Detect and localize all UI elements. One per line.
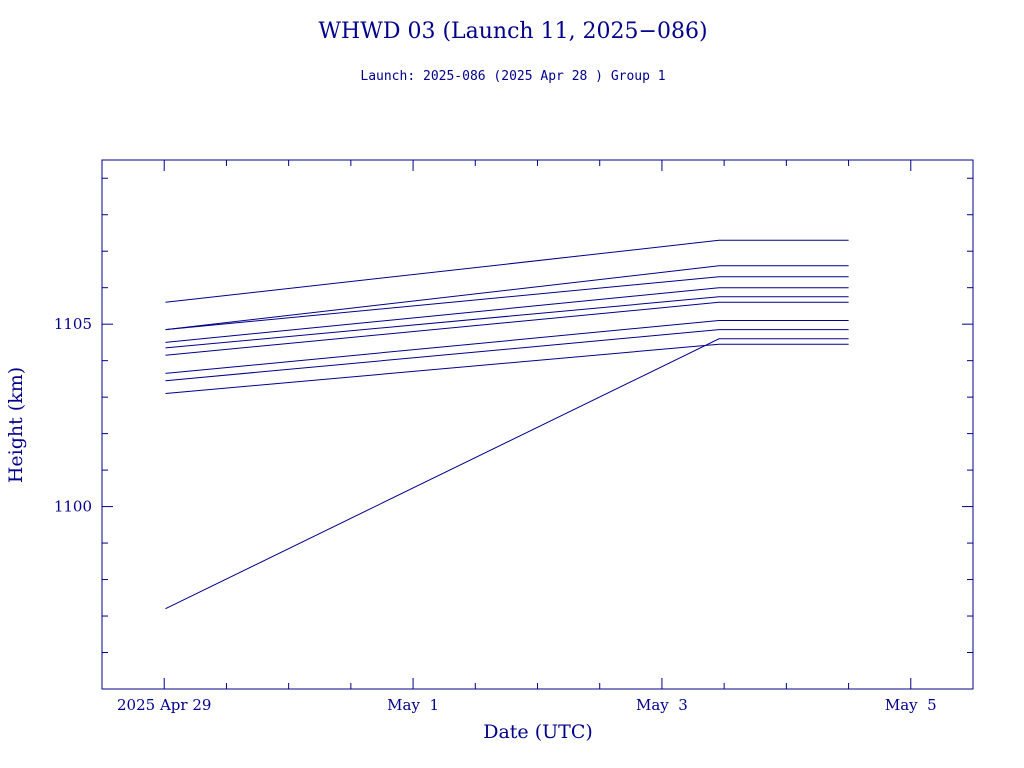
- chart-title: WHWD 03 (Launch 11, 2025−086): [318, 19, 707, 44]
- x-tick-label: May 3: [636, 696, 688, 714]
- series-lines: [165, 239, 849, 610]
- x-axis-label: Date (UTC): [483, 721, 593, 743]
- y-axis-label: Height (km): [5, 367, 27, 483]
- series-line-3: [165, 276, 849, 331]
- series-line-4: [165, 287, 849, 343]
- tick-labels: 1100 1105 2025 Apr 29 May 1 May 3 May 5: [54, 315, 937, 714]
- plot-frame: [101, 159, 974, 690]
- series-line-1: [165, 239, 849, 303]
- series-line-8: [165, 329, 849, 382]
- series-line-5: [165, 296, 849, 349]
- series-line-2: [165, 265, 849, 331]
- series-line-7: [165, 320, 849, 374]
- axis-ticks: [101, 160, 974, 690]
- series-line-9: [165, 343, 849, 394]
- x-tick-label: May 5: [885, 696, 937, 714]
- chart-subtitle: Launch: 2025-086 (2025 Apr 28 ) Group 1: [360, 69, 665, 84]
- series-line-10: [165, 338, 849, 610]
- x-tick-label: 2025 Apr 29: [117, 696, 211, 714]
- y-tick-label: 1105: [54, 315, 92, 333]
- series-line-6: [165, 301, 849, 356]
- y-tick-label: 1100: [54, 498, 92, 516]
- x-tick-label: May 1: [387, 696, 439, 714]
